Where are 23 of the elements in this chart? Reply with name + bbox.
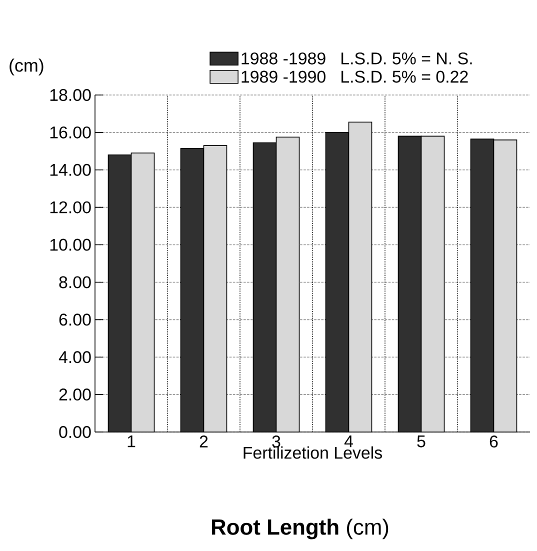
y-tick-label: 2.00 [59,388,91,401]
x-tick-label: 4 [344,436,353,448]
y-tick-label: 8.00 [59,276,91,288]
x-tick-label: 1 [128,436,136,448]
y-tick-label: 12.00 [50,201,91,214]
x-tick-label: 6 [490,436,498,448]
y-tick-label: 6.00 [59,314,91,326]
y-tick-label: 14.00 [50,164,91,176]
text: L.S.D. 5% = 0.22 [342,70,468,83]
y-tick-label: 16.00 [50,126,91,138]
legend-label: 1988 -1989 [242,52,326,64]
text: L.S.D. 5% = N. S. [342,52,472,64]
x-tick-label: 5 [417,436,426,448]
x-tick-label: 2 [200,436,208,448]
legend-label: 1989 -1990 [242,70,326,83]
y-axis-title: (cm) [10,58,44,76]
y-tick-label: 10.00 [50,238,91,251]
x-axis-title: Fertilizetion Levels [244,446,382,459]
y-tick-label: 18.00 [50,88,91,101]
y-tick-label: 4.00 [58,351,91,364]
x-tick-label: 3 [272,436,280,448]
text: Root Length (cm) [212,518,388,540]
y-tick-label: 0.00 [59,426,91,438]
